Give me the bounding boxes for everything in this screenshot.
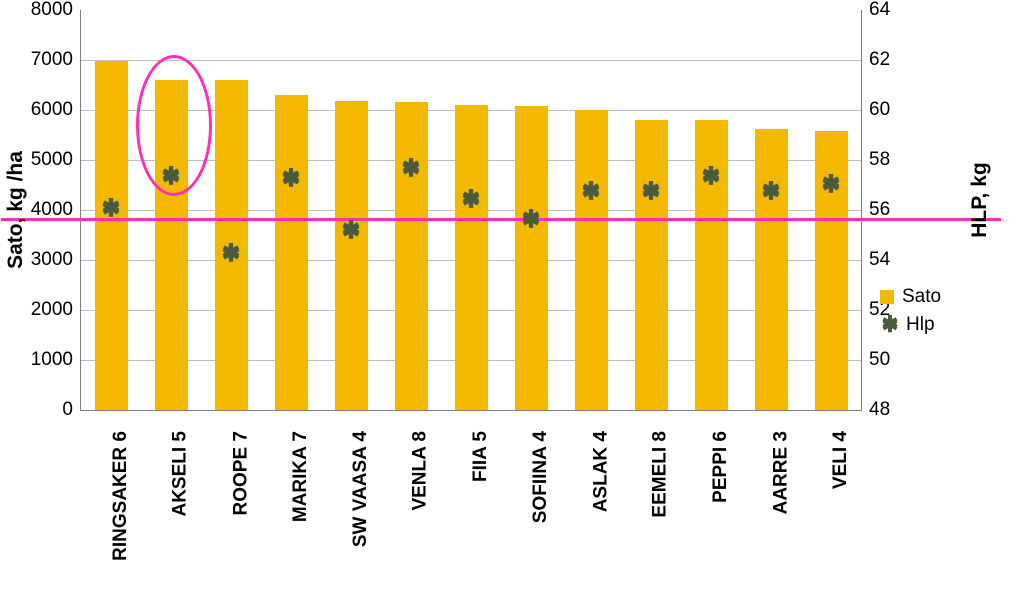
y1-tick: 0	[62, 399, 81, 421]
bar	[95, 61, 128, 410]
bar	[815, 131, 848, 410]
y1-tick: 6000	[31, 99, 81, 121]
y2-tick: 54	[861, 249, 890, 271]
y2-tick: 64	[861, 0, 890, 21]
y1-tick: 5000	[31, 149, 81, 171]
plot-area: 0100020003000400050006000700080004850525…	[80, 10, 862, 411]
y1-tick: 1000	[31, 349, 81, 371]
bar	[215, 80, 248, 410]
legend: Sato✱✱ Hlp	[880, 280, 941, 342]
bar	[335, 101, 368, 410]
y2-tick: 58	[861, 149, 890, 171]
legend-swatch	[880, 290, 894, 304]
legend-item: Sato	[880, 286, 941, 308]
y1-axis-label: Sato, kg /ha	[4, 151, 28, 269]
chart: 0100020003000400050006000700080004850525…	[0, 0, 1024, 597]
bar	[755, 129, 788, 410]
grid-line	[81, 60, 861, 61]
y1-tick: 8000	[31, 0, 81, 21]
legend-marker-icon: ✱✱	[880, 318, 900, 332]
highlight-ellipse	[136, 55, 212, 196]
y2-tick: 60	[861, 99, 890, 121]
bar	[575, 110, 608, 410]
bar	[515, 106, 548, 410]
bar	[275, 95, 308, 410]
legend-label: Sato	[902, 286, 941, 308]
bar	[635, 120, 668, 410]
reference-line	[1, 218, 1001, 221]
y2-tick: 48	[861, 399, 890, 421]
y2-tick: 62	[861, 49, 890, 71]
bar	[695, 120, 728, 410]
legend-item: ✱✱ Hlp	[880, 314, 941, 336]
legend-label: Hlp	[906, 314, 935, 336]
y2-axis-label: HLP, kg	[968, 162, 992, 237]
y1-tick: 2000	[31, 299, 81, 321]
bar	[455, 105, 488, 410]
y1-tick: 3000	[31, 249, 81, 271]
y2-tick: 50	[861, 349, 890, 371]
bar	[395, 102, 428, 411]
y1-tick: 7000	[31, 49, 81, 71]
